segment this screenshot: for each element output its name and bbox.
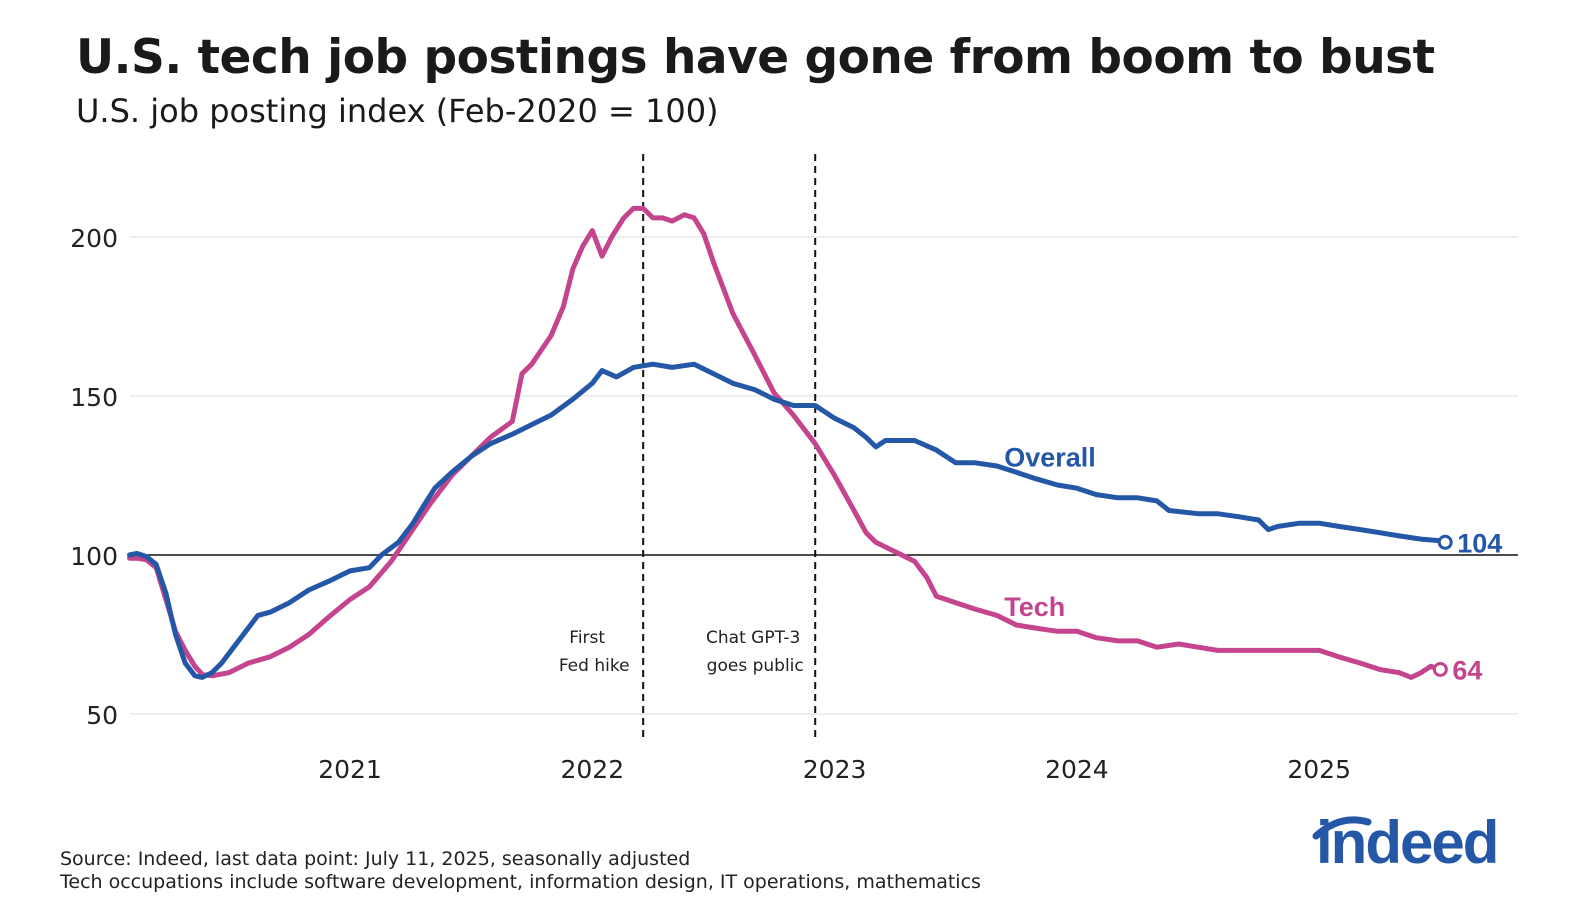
indeed-logo: indeed — [1302, 809, 1512, 882]
event-label-2-line2: goes public — [707, 656, 804, 676]
logo-arc-icon — [1312, 816, 1372, 840]
x-tick-label-2021: 2021 — [318, 755, 382, 784]
chart-title: U.S. tech job postings have gone from bo… — [76, 30, 1435, 85]
y-tick-label-200: 200 — [70, 224, 118, 253]
event-label-1-line2: Fed hike — [559, 656, 630, 676]
x-tick-label-2025: 2025 — [1287, 755, 1351, 784]
definition-note: Tech occupations include software develo… — [60, 871, 981, 893]
series-end-label-tech: 64 — [1452, 655, 1482, 685]
event-layer: First Fed hike Chat GPT-3 goes public — [559, 154, 817, 742]
x-tick-label-2024: 2024 — [1045, 755, 1109, 784]
y-tick-label-150: 150 — [70, 383, 118, 412]
logo-text: indeed — [1316, 809, 1499, 876]
y-tick-label-50: 50 — [86, 701, 118, 730]
event-label-2-line1: Chat GPT-3 — [706, 628, 800, 648]
chart-subtitle: U.S. job posting index (Feb-2020 = 100) — [76, 92, 719, 130]
y-tick-label-100: 100 — [70, 542, 118, 571]
label-layer: 64 104 Overall Tech — [1004, 442, 1502, 685]
series-line-overall — [127, 361, 1448, 680]
series-end-label-overall: 104 — [1457, 528, 1502, 558]
grid-layer: 50 100 150 200 2021 2022 2023 2024 2025 — [70, 224, 1518, 784]
x-tick-label-2022: 2022 — [560, 755, 624, 784]
series-label-overall: Overall — [1004, 442, 1096, 472]
x-tick-label-2023: 2023 — [803, 755, 867, 784]
series-end-marker-overall — [1437, 534, 1453, 550]
event-label-1-line1: First — [569, 628, 605, 648]
series-end-marker-tech — [1432, 661, 1448, 677]
series-label-tech: Tech — [1004, 592, 1065, 622]
source-note: Source: Indeed, last data point: July 11… — [60, 848, 691, 870]
series-layer — [127, 205, 1453, 680]
series-line-tech — [127, 205, 1443, 680]
